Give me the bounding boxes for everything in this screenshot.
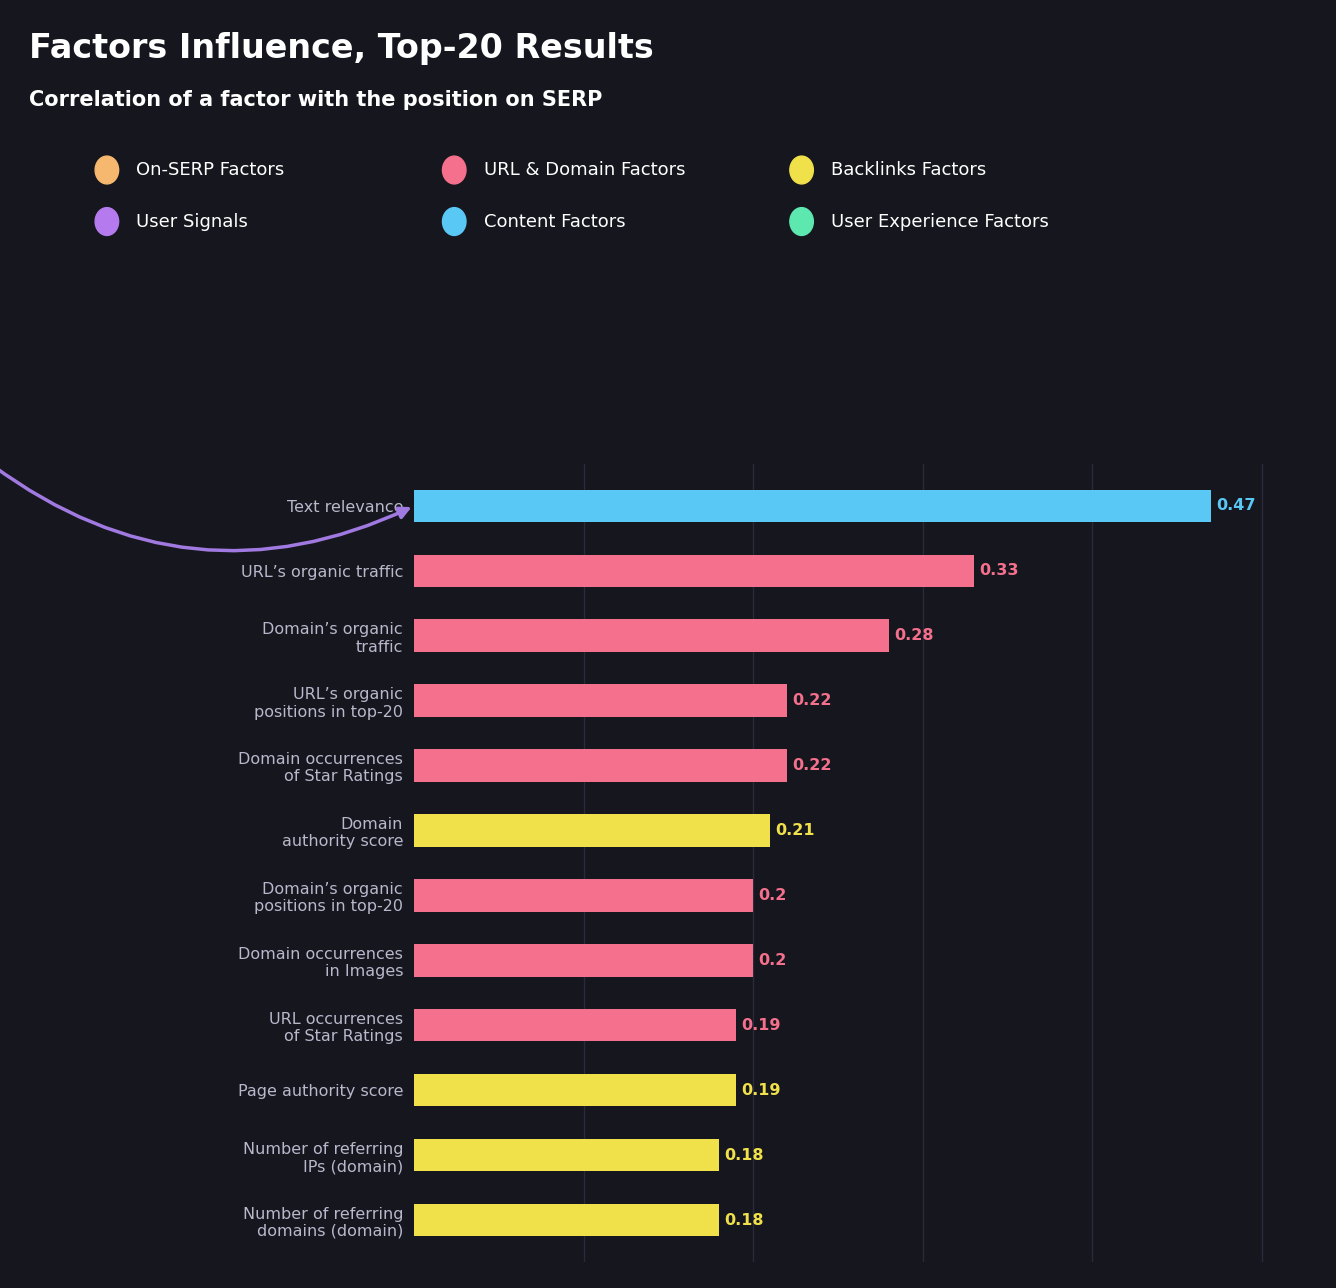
Text: 0.28: 0.28 xyxy=(894,629,934,643)
Bar xyxy=(414,555,974,587)
Text: URL & Domain Factors: URL & Domain Factors xyxy=(484,161,685,179)
Text: 0.22: 0.22 xyxy=(792,693,832,708)
Text: Factors Influence, Top-20 Results: Factors Influence, Top-20 Results xyxy=(29,32,655,66)
Bar xyxy=(414,1009,736,1042)
Text: 0.47: 0.47 xyxy=(1216,498,1256,514)
Text: 0.18: 0.18 xyxy=(724,1212,764,1227)
Text: 0.22: 0.22 xyxy=(792,759,832,773)
Bar xyxy=(414,814,771,846)
Text: 0.21: 0.21 xyxy=(775,823,815,838)
Text: 0.2: 0.2 xyxy=(759,953,787,967)
Bar xyxy=(414,1139,719,1171)
Bar xyxy=(414,1074,736,1106)
Bar xyxy=(414,880,754,912)
Text: 0.18: 0.18 xyxy=(724,1148,764,1163)
Bar xyxy=(414,750,787,782)
Bar xyxy=(414,620,888,652)
Text: Correlation of a factor with the position on SERP: Correlation of a factor with the positio… xyxy=(29,90,603,111)
Text: 0.2: 0.2 xyxy=(759,887,787,903)
Text: User Experience Factors: User Experience Factors xyxy=(831,213,1049,231)
Text: 0.19: 0.19 xyxy=(741,1083,782,1097)
Bar xyxy=(414,684,787,717)
Text: On-SERP Factors: On-SERP Factors xyxy=(136,161,285,179)
Text: Content Factors: Content Factors xyxy=(484,213,625,231)
Text: 0.33: 0.33 xyxy=(979,563,1018,578)
Bar xyxy=(414,1204,719,1236)
Text: User Signals: User Signals xyxy=(136,213,248,231)
Bar xyxy=(414,489,1212,522)
Text: 0.19: 0.19 xyxy=(741,1018,782,1033)
Text: Backlinks Factors: Backlinks Factors xyxy=(831,161,986,179)
Bar xyxy=(414,944,754,976)
